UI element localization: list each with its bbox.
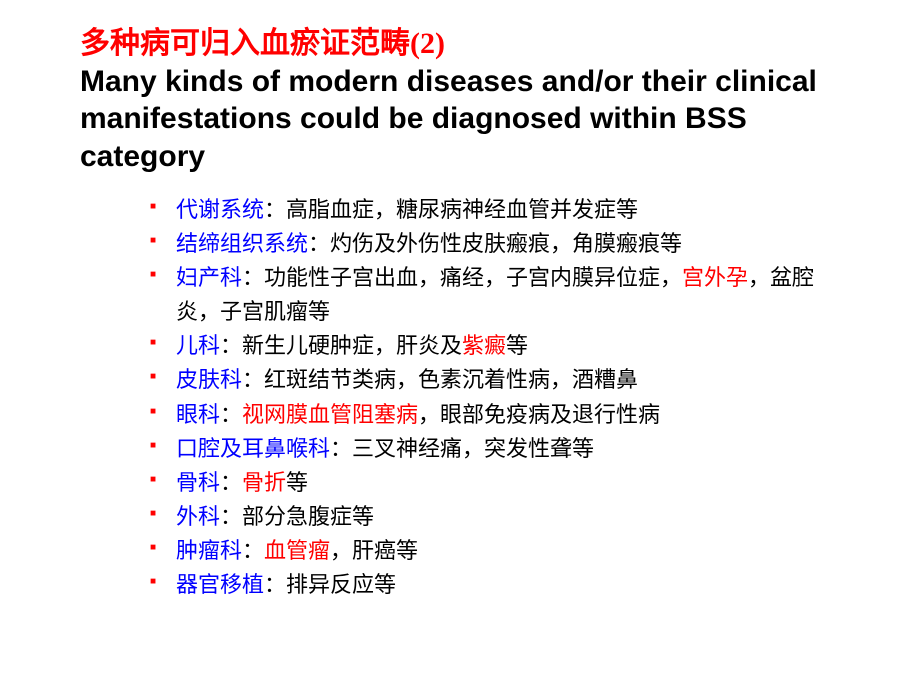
text-segment: ，眼部免疫病及退行性病	[418, 402, 660, 427]
list-item: 外科：部分急腹症等	[150, 500, 840, 534]
title-english: Many kinds of modern diseases and/or the…	[80, 63, 840, 176]
text-segment: 视网膜血管阻塞病	[242, 402, 418, 427]
text-segment: 肿瘤科	[176, 538, 242, 563]
text-segment: ：高脂血症，糖尿病神经血管并发症等	[264, 197, 638, 222]
text-segment: 血管瘤	[264, 538, 330, 563]
title-chinese: 多种病可归入血瘀证范畴(2)	[80, 25, 840, 63]
text-segment: ：红斑结节类病，色素沉着性病，酒糟鼻	[242, 367, 638, 392]
text-segment: ：	[220, 470, 242, 495]
list-item: 口腔及耳鼻喉科：三叉神经痛，突发性聋等	[150, 432, 840, 466]
text-segment: 口腔及耳鼻喉科	[176, 436, 330, 461]
text-segment: ，肝癌等	[330, 538, 418, 563]
text-segment: 眼科	[176, 402, 220, 427]
text-segment: 代谢系统	[176, 197, 264, 222]
text-segment: ：灼伤及外伤性皮肤瘢痕，角膜瘢痕等	[308, 231, 682, 256]
list-item: 眼科：视网膜血管阻塞病，眼部免疫病及退行性病	[150, 398, 840, 432]
text-segment: 儿科	[176, 333, 220, 358]
text-segment: 骨折	[242, 470, 286, 495]
text-segment: ：三叉神经痛，突发性聋等	[330, 436, 594, 461]
text-segment: ：功能性子宫出血，痛经，子宫内膜异位症，	[242, 265, 682, 290]
text-segment: 等	[506, 333, 528, 358]
list-item: 妇产科：功能性子宫出血，痛经，子宫内膜异位症，宫外孕，盆腔炎，子宫肌瘤等	[150, 261, 840, 329]
list-item: 器官移植：排异反应等	[150, 568, 840, 602]
text-segment: ：部分急腹症等	[220, 504, 374, 529]
text-segment: ：	[242, 538, 264, 563]
list-item: 皮肤科：红斑结节类病，色素沉着性病，酒糟鼻	[150, 363, 840, 397]
text-segment: ：排异反应等	[264, 572, 396, 597]
text-segment: ：新生儿硬肿症，肝炎及	[220, 333, 462, 358]
bullet-list: 代谢系统：高脂血症，糖尿病神经血管并发症等结缔组织系统：灼伤及外伤性皮肤瘢痕，角…	[80, 193, 840, 602]
list-item: 肿瘤科：血管瘤，肝癌等	[150, 534, 840, 568]
text-segment: 外科	[176, 504, 220, 529]
text-segment: 紫癜	[462, 333, 506, 358]
text-segment: 皮肤科	[176, 367, 242, 392]
text-segment: 结缔组织系统	[176, 231, 308, 256]
slide-title: 多种病可归入血瘀证范畴(2) Many kinds of modern dise…	[80, 25, 840, 175]
list-item: 骨科：骨折等	[150, 466, 840, 500]
text-segment: 妇产科	[176, 265, 242, 290]
text-segment: 宫外孕	[682, 265, 748, 290]
text-segment: 等	[286, 470, 308, 495]
list-item: 代谢系统：高脂血症，糖尿病神经血管并发症等	[150, 193, 840, 227]
text-segment: ：	[220, 402, 242, 427]
text-segment: 骨科	[176, 470, 220, 495]
list-item: 结缔组织系统：灼伤及外伤性皮肤瘢痕，角膜瘢痕等	[150, 227, 840, 261]
list-item: 儿科：新生儿硬肿症，肝炎及紫癜等	[150, 329, 840, 363]
text-segment: 器官移植	[176, 572, 264, 597]
